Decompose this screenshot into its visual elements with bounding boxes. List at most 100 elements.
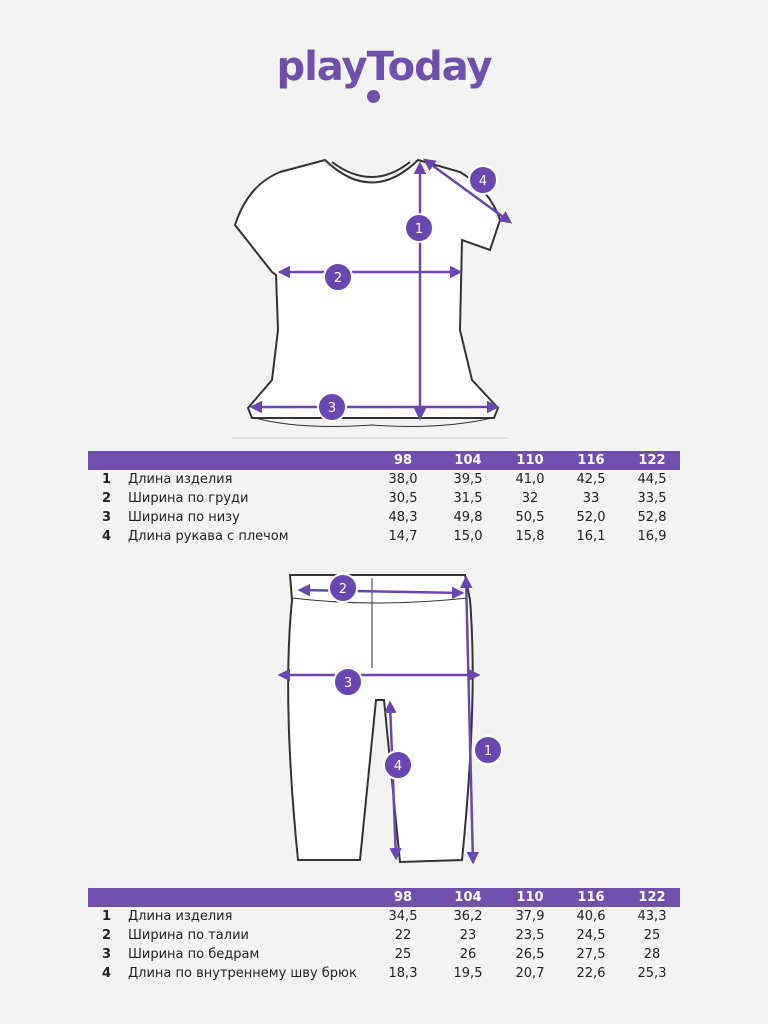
marker-shirt-4	[468, 165, 498, 195]
cell-value: 42,5	[576, 472, 606, 487]
cell-value: 31,5	[453, 491, 483, 506]
cell-value: 26	[459, 947, 477, 962]
row-label: Длина изделия	[128, 909, 233, 924]
cell-value: 48,3	[388, 510, 418, 525]
cell-value: 23,5	[515, 928, 545, 943]
row-label: Ширина по талии	[128, 928, 249, 943]
size-header: 110	[516, 453, 544, 468]
cell-value: 19,5	[453, 966, 483, 981]
cell-value: 52,0	[576, 510, 606, 525]
row-number: 1	[102, 472, 112, 487]
cell-value: 34,5	[388, 909, 418, 924]
cell-value: 49,8	[453, 510, 483, 525]
row-number: 4	[102, 529, 112, 544]
table-header: 98 104 110 116 122	[88, 888, 680, 907]
row-number: 3	[102, 510, 112, 525]
table-row: 3 Ширина по низу 48,3 49,8 50,5 52,0 52,8	[88, 508, 680, 527]
marker-label: 4	[394, 759, 402, 774]
cell-value: 24,5	[576, 928, 606, 943]
marker-shirt-1	[404, 213, 434, 243]
measure-markers	[317, 165, 503, 780]
table-row: 4 Длина рукава с плечом 14,7 15,0 15,8 16,1 16…	[88, 527, 680, 546]
row-number: 1	[102, 909, 112, 924]
cell-value: 39,5	[453, 472, 483, 487]
cell-value: 52,8	[637, 510, 667, 525]
cell-value: 16,1	[576, 529, 606, 544]
measure-lines	[249, 158, 513, 865]
row-number: 2	[102, 928, 112, 943]
table-row: 2 Ширина по талии 22 23 23,5 24,5 25	[88, 926, 680, 945]
marker-label: 3	[328, 401, 336, 416]
table-row: 2 Ширина по груди 30,5 31,5 32 33 33,5	[88, 489, 680, 508]
marker-shorts-3	[333, 667, 363, 697]
marker-label: 2	[334, 271, 342, 286]
size-header: 104	[454, 453, 482, 468]
cell-value: 40,6	[576, 909, 606, 924]
table-header: 98 104 110 116 122	[88, 451, 680, 470]
cell-value: 30,5	[388, 491, 418, 506]
cell-value: 23	[459, 928, 477, 943]
row-label: Ширина по низу	[128, 510, 240, 525]
cell-value: 28	[643, 947, 661, 962]
table-row: 1 Длина изделия 38,0 39,5 41,0 42,5 44,5	[88, 470, 680, 489]
marker-shorts-1	[473, 735, 503, 765]
row-number: 3	[102, 947, 112, 962]
size-header: 104	[454, 890, 482, 905]
cell-value: 33	[582, 491, 600, 506]
row-number: 2	[102, 491, 112, 506]
shorts-sketch	[287, 574, 474, 864]
size-header: 110	[516, 890, 544, 905]
marker-label: 1	[415, 222, 423, 237]
cell-value: 25,3	[637, 966, 667, 981]
marker-shirt-3	[317, 392, 347, 422]
table-row: 4 Длина по внутреннему шву брюк 18,3 19,5 20…	[88, 964, 680, 983]
cell-value: 37,9	[515, 909, 545, 924]
cell-value: 41,0	[515, 472, 545, 487]
marker-label: 2	[339, 582, 347, 597]
row-label: Длина изделия	[128, 472, 233, 487]
cell-value: 22	[394, 928, 412, 943]
size-header: 122	[638, 453, 666, 468]
size-header: 122	[638, 890, 666, 905]
cell-value: 44,5	[637, 472, 667, 487]
size-header: 98	[393, 453, 413, 468]
logo-dot	[367, 90, 380, 103]
cell-value: 38,0	[388, 472, 418, 487]
cell-value: 15,0	[453, 529, 483, 544]
cell-value: 26,5	[515, 947, 545, 962]
size-header: 116	[577, 453, 605, 468]
cell-value: 33,5	[637, 491, 667, 506]
size-header: 98	[393, 890, 413, 905]
marker-shirt-2	[323, 262, 353, 292]
cell-value: 43,3	[637, 909, 667, 924]
cell-value: 27,5	[576, 947, 606, 962]
size-header: 116	[577, 890, 605, 905]
cell-value: 20,7	[515, 966, 545, 981]
row-label: Ширина по бедрам	[128, 947, 260, 962]
marker-label: 1	[484, 744, 492, 759]
shirt-size-table: 98 104 110 116 122 1 Длина изделия 38,0 39,5 41,0…	[88, 451, 680, 546]
cell-value: 14,7	[388, 529, 418, 544]
shorts-size-table: 98 104 110 116 122 1 Длина изделия 34,5 36,2 37,9…	[88, 888, 680, 983]
cell-value: 18,3	[388, 966, 418, 981]
cell-value: 15,8	[515, 529, 545, 544]
marker-shorts-4	[383, 750, 413, 780]
cell-value: 36,2	[453, 909, 483, 924]
marker-label: 3	[344, 676, 352, 691]
marker-label: 4	[479, 174, 487, 189]
cell-value: 32	[521, 491, 539, 506]
cell-value: 25	[394, 947, 412, 962]
cell-value: 25	[643, 928, 661, 943]
row-label: Длина по внутреннему шву брюк	[128, 966, 357, 981]
row-label: Ширина по груди	[128, 491, 249, 506]
brand-logo: playToday	[276, 44, 492, 90]
row-number: 4	[102, 966, 112, 981]
row-label: Длина рукава с плечом	[128, 529, 289, 544]
cell-value: 50,5	[515, 510, 545, 525]
marker-shorts-2	[328, 573, 358, 603]
table-row: 1 Длина изделия 34,5 36,2 37,9 40,6 43,3	[88, 907, 680, 926]
cell-value: 16,9	[637, 529, 667, 544]
table-row: 3 Ширина по бедрам 25 26 26,5 27,5 28	[88, 945, 680, 964]
tshirt-sketch	[232, 158, 508, 439]
